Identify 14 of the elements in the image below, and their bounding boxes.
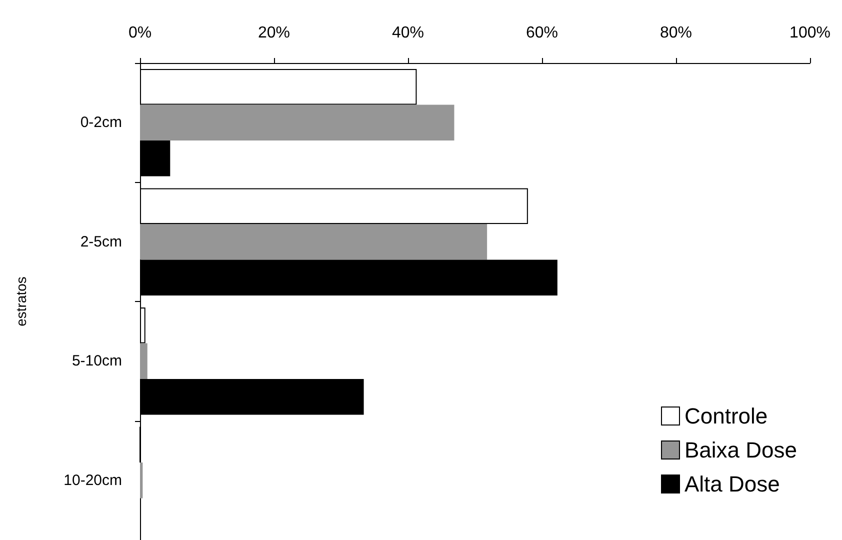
legend-label: Controle	[684, 404, 768, 428]
y-axis-title: estratos	[13, 276, 29, 326]
y-tick-label: 0-2cm	[80, 114, 122, 132]
x-tick-label: 80%	[660, 24, 692, 42]
x-tick-label: 0%	[128, 24, 152, 42]
x-tick-label: 40%	[392, 24, 424, 42]
y-tick-label: 2-5cm	[80, 233, 122, 250]
x-tick-label: 60%	[526, 24, 558, 42]
legend-label: Alta Dose	[684, 472, 780, 496]
y-tick-label: 10-20cm	[64, 472, 122, 489]
x-tick-label: 20%	[258, 24, 290, 42]
y-tick-label: 5-10cm	[72, 352, 122, 370]
legend-label: Baixa Dose	[684, 438, 798, 462]
x-tick-label: 100%	[790, 24, 830, 42]
